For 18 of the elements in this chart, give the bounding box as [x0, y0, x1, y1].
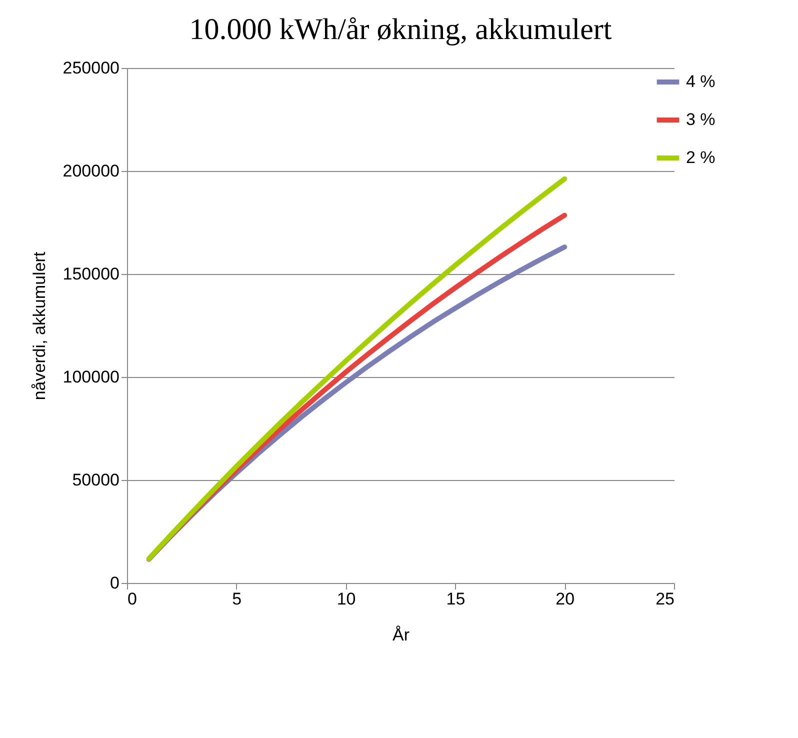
y-tick-label: 200000 [62, 162, 120, 180]
y-tick-label: 0 [110, 574, 120, 592]
x-tick-label: 5 [232, 590, 242, 608]
x-tick-label: 25 [656, 590, 674, 608]
legend-label: 2 % [686, 148, 716, 167]
y-tick-label: 150000 [62, 264, 120, 284]
x-tick-label: 15 [446, 590, 466, 608]
legend-label: 3 % [686, 110, 716, 129]
x-axis-title: År [392, 626, 410, 644]
y-tick-label: 50000 [72, 470, 120, 490]
x-tick-label: 20 [556, 590, 575, 608]
y-axis-title: nåverdi, akkumulert [30, 252, 49, 400]
x-tick-label: 0 [128, 590, 137, 608]
y-tick-label: 100000 [62, 368, 120, 386]
x-tick-label: 10 [336, 590, 356, 608]
y-tick-label: 250000 [62, 58, 120, 78]
chart-title: 10.000 kWh/år økning, akkumulert [189, 13, 612, 46]
legend-label: 4 % [686, 72, 716, 91]
